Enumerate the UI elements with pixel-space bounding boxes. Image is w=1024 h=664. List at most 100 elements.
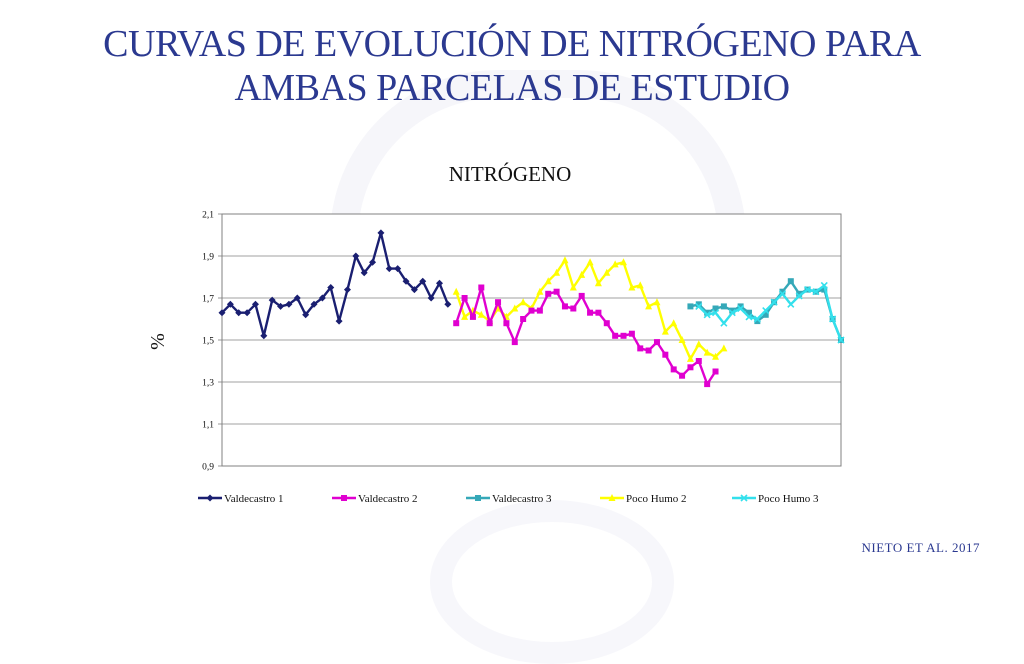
data-point bbox=[452, 287, 460, 295]
data-point bbox=[645, 302, 653, 310]
data-point bbox=[796, 290, 803, 297]
data-point bbox=[628, 283, 636, 291]
data-point bbox=[754, 318, 761, 325]
data-point bbox=[536, 307, 543, 314]
data-point bbox=[410, 286, 418, 294]
data-point bbox=[570, 305, 577, 312]
data-point bbox=[762, 307, 770, 315]
legend-label: Valdecastro 1 bbox=[224, 493, 284, 505]
data-point bbox=[829, 315, 837, 323]
data-point bbox=[385, 265, 393, 273]
data-point bbox=[679, 372, 686, 379]
data-point bbox=[628, 330, 635, 337]
data-point bbox=[687, 364, 694, 371]
data-point bbox=[578, 270, 586, 278]
data-point bbox=[553, 288, 560, 295]
data-point bbox=[753, 315, 761, 323]
data-point bbox=[812, 288, 820, 296]
data-point bbox=[469, 313, 476, 320]
data-point bbox=[712, 368, 719, 375]
data-point bbox=[536, 287, 544, 295]
data-point bbox=[251, 300, 259, 308]
data-point bbox=[360, 269, 368, 277]
data-point bbox=[737, 303, 744, 310]
data-point bbox=[745, 309, 752, 316]
data-point bbox=[561, 256, 569, 264]
data-point bbox=[637, 345, 644, 352]
y-tick-label: 2,1 bbox=[202, 211, 214, 221]
data-point bbox=[310, 300, 318, 308]
data-point bbox=[569, 283, 577, 291]
data-point bbox=[285, 300, 293, 308]
data-point bbox=[703, 348, 711, 356]
data-point bbox=[670, 319, 678, 327]
data-point bbox=[427, 294, 435, 302]
data-point bbox=[695, 302, 703, 310]
data-point bbox=[729, 307, 736, 314]
data-point bbox=[653, 298, 661, 306]
data-point bbox=[670, 366, 677, 373]
y-tick-label: 1,3 bbox=[202, 379, 214, 389]
data-point bbox=[260, 332, 268, 340]
series-line-valdecastro-1 bbox=[221, 231, 450, 337]
data-point bbox=[377, 229, 385, 237]
data-point bbox=[235, 309, 243, 317]
data-point bbox=[745, 313, 753, 321]
slide-title-line-2: AMBAS PARCELAS DE ESTUDIO bbox=[234, 67, 790, 109]
data-point bbox=[695, 340, 703, 348]
data-point bbox=[268, 296, 276, 304]
data-point bbox=[653, 339, 660, 346]
data-point bbox=[795, 292, 803, 300]
data-point bbox=[762, 311, 769, 318]
data-point bbox=[586, 258, 594, 266]
data-point bbox=[787, 278, 794, 285]
data-point bbox=[636, 281, 644, 289]
chart-title: NITRÓGENO bbox=[448, 162, 572, 186]
y-tick-label: 1,5 bbox=[202, 337, 214, 347]
data-point bbox=[352, 252, 360, 260]
data-point bbox=[608, 494, 616, 501]
y-tick-label: 1,9 bbox=[202, 253, 214, 263]
data-point bbox=[594, 279, 602, 287]
data-point bbox=[461, 312, 469, 320]
data-point bbox=[435, 279, 443, 287]
y-tick-label: 1,7 bbox=[202, 295, 214, 305]
data-point bbox=[720, 303, 727, 310]
data-point bbox=[720, 344, 728, 352]
data-point bbox=[645, 347, 652, 354]
data-point bbox=[343, 286, 351, 294]
data-point bbox=[475, 495, 481, 501]
data-point bbox=[661, 327, 669, 335]
data-point bbox=[620, 258, 628, 266]
data-point bbox=[695, 301, 702, 308]
data-point bbox=[503, 320, 510, 327]
data-point bbox=[587, 309, 594, 316]
data-point bbox=[740, 494, 748, 502]
data-point bbox=[335, 317, 343, 325]
legend-label: Valdecastro 2 bbox=[358, 493, 418, 505]
citation-credit: NIETO ET AL. 2017 bbox=[861, 540, 980, 555]
data-point bbox=[327, 284, 335, 291]
data-point bbox=[720, 319, 728, 327]
data-point bbox=[520, 316, 527, 322]
data-point bbox=[528, 307, 535, 314]
data-point bbox=[545, 290, 552, 297]
data-point bbox=[662, 351, 669, 358]
data-point bbox=[770, 298, 778, 306]
data-point bbox=[695, 358, 702, 364]
data-point bbox=[711, 309, 720, 317]
y-tick-label: 1,1 bbox=[202, 421, 214, 431]
nitrogen-line-chart: 2,1 1,9 1,7 1,5 1,3 1,1 0,9 Valdecastro 1 Valdec… bbox=[198, 211, 845, 505]
data-point bbox=[595, 309, 602, 316]
data-point bbox=[578, 292, 585, 299]
data-point bbox=[226, 300, 234, 308]
data-point bbox=[318, 294, 326, 302]
data-point bbox=[728, 309, 736, 317]
data-point bbox=[402, 277, 410, 285]
data-point bbox=[820, 281, 828, 289]
data-point bbox=[206, 494, 214, 502]
data-point bbox=[612, 332, 619, 339]
data-point bbox=[787, 300, 795, 308]
legend-label: Poco Humo 2 bbox=[626, 493, 687, 505]
legend-label: Poco Humo 3 bbox=[758, 493, 819, 505]
